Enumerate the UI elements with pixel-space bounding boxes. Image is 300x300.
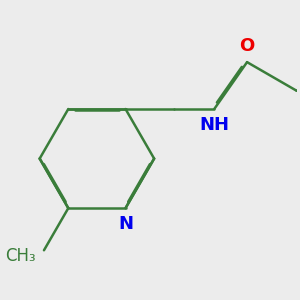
Text: O: O (239, 37, 255, 55)
Text: N: N (118, 215, 133, 233)
Text: NH: NH (199, 116, 229, 134)
Text: CH₃: CH₃ (5, 247, 35, 265)
